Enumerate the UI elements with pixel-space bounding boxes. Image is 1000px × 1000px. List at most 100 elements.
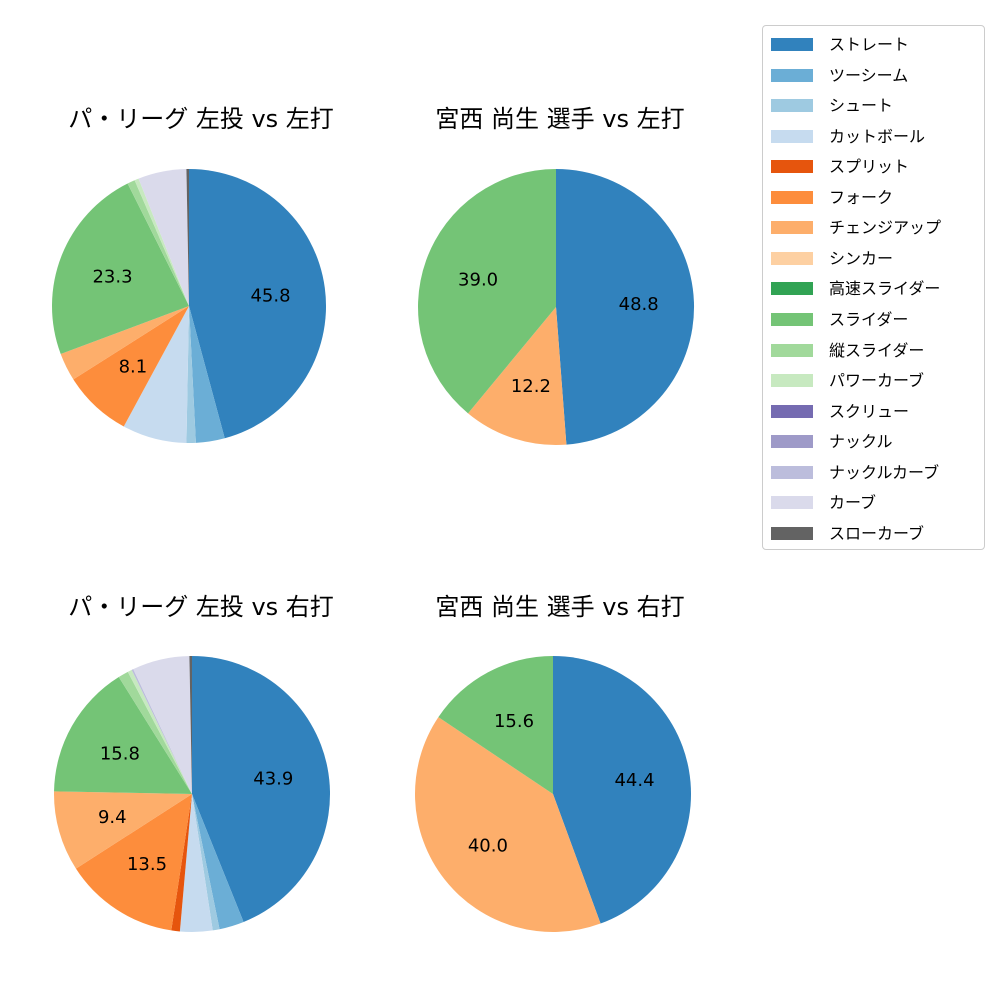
pie-slice [118,671,192,794]
pie-slice [127,669,192,794]
pie-slice [75,794,192,931]
pie-percent-label: 15.8 [100,744,140,765]
legend-swatch-icon [771,160,813,174]
pie-percent-label: 40.0 [468,836,508,857]
pie-slice [192,794,244,930]
legend-item: ツーシーム [771,65,909,85]
pie-slice [127,180,189,306]
pie-percent-label: 39.0 [458,269,498,290]
legend-item: パワーカーブ [771,371,925,391]
legend-item: シンカー [771,248,894,268]
pie-percent-label: 15.6 [494,711,534,732]
pie-percent-label: 9.4 [98,807,127,828]
legend-item: チェンジアップ [771,218,942,238]
legend-item: カーブ [771,493,877,513]
legend-swatch-icon [771,99,813,113]
legend-item-label: チェンジアップ [829,218,942,238]
pie-slice [553,656,692,924]
legend-item-label: フォーク [829,187,894,207]
pie-title-miyanishi-vs-lefty: 宮西 尚生 選手 vs 左打 [435,105,684,133]
pie-percent-label: 45.8 [250,286,290,307]
legend-swatch-icon [771,38,813,51]
pie-slice [54,677,192,794]
legend-swatch-icon [771,282,813,296]
legend-swatch-icon [771,526,813,540]
legend-item-label: シュート [829,96,894,116]
pie-slice [414,717,601,933]
pie-slice [192,656,331,922]
legend-item: ストレート [771,35,910,54]
legend-item: シュート [771,96,894,116]
legend-item-label: パワーカーブ [829,371,925,391]
legend-item: スライダー [771,309,909,329]
pie-title-pa-league-vs-lefty: パ・リーグ 左投 vs 左打 [68,105,334,133]
pie-slice [73,306,189,427]
legend: ストレートツーシームシュートカットボール スプリットフォークチェンジアップ シンカー… [762,25,985,550]
pie-slice [186,306,196,444]
pie-percent-label: 12.2 [511,376,551,397]
legend-item-label: スローカーブ [829,523,925,543]
pie-slice [179,794,213,933]
legend-item-label: カットボール [829,126,926,146]
pie-slice [192,794,220,931]
legend-item-label: スライダー [829,309,909,329]
legend-item-label: ツーシーム [829,65,909,85]
pie-slice [189,169,327,439]
legend-item-label: シンカー [829,248,894,268]
legend-swatch-icon [771,68,813,82]
legend-item-label: スクリュー [829,401,910,421]
legend-swatch-icon [771,190,813,204]
pie-slice [468,307,567,446]
pie-percent-label: 8.1 [119,356,148,377]
legend-item: スクリュー [771,401,910,421]
legend-swatch-icon [771,404,813,418]
legend-swatch-icon [771,129,813,143]
pie-percent-label: 13.5 [127,854,167,875]
pie-title-miyanishi-vs-righty: 宮西 尚生 選手 vs 右打 [435,593,684,621]
legend-swatch-icon [771,221,813,235]
pie-slice [556,168,695,445]
legend-swatch-icon [771,251,813,265]
pie-slice [134,178,189,306]
pie-slice [189,306,225,443]
legend-swatch-icon [771,465,813,479]
pie-percent-label: 23.3 [92,266,132,287]
pie-slice [418,169,556,414]
legend-item: 縦スライダー [771,340,925,360]
pie-slice [438,656,553,794]
legend-item-label: ナックル [829,432,893,452]
legend-item-label: カーブ [829,493,877,513]
legend-item: フォーク [771,187,894,207]
pie-slice [171,794,192,932]
pie-slice [60,306,189,380]
legend-swatch-icon [771,374,813,388]
pie-percent-label: 48.8 [619,294,659,315]
legend-item: 高速スライダー [771,279,941,299]
legend-item-label: 縦スライダー [829,340,925,360]
legend-item-label: ストレート [829,35,910,54]
legend-swatch-icon [771,435,813,449]
pie-slice [51,183,189,355]
legend-item: ナックル [771,432,893,452]
pie-slice [53,791,192,869]
pie-slice [189,655,192,794]
legend-item: カットボール [771,126,926,146]
pie-percent-label: 44.4 [614,770,654,791]
pie-slice [131,669,192,794]
pie-slice [186,168,189,306]
legend-item-label: 高速スライダー [829,279,941,299]
legend-item: スプリット [771,157,910,177]
legend-swatch-icon [771,496,813,510]
legend-item-label: ナックルカーブ [829,462,940,482]
legend-item-label: スプリット [829,157,910,177]
pie-slice [133,656,192,794]
legend-item: ナックルカーブ [771,462,940,482]
pie-slice [123,306,189,443]
legend-swatch-icon [771,312,813,326]
pie-percent-label: 43.9 [253,769,293,790]
legend-item: スローカーブ [771,523,925,543]
legend-swatch-icon [771,343,813,357]
pie-slice [138,169,189,306]
